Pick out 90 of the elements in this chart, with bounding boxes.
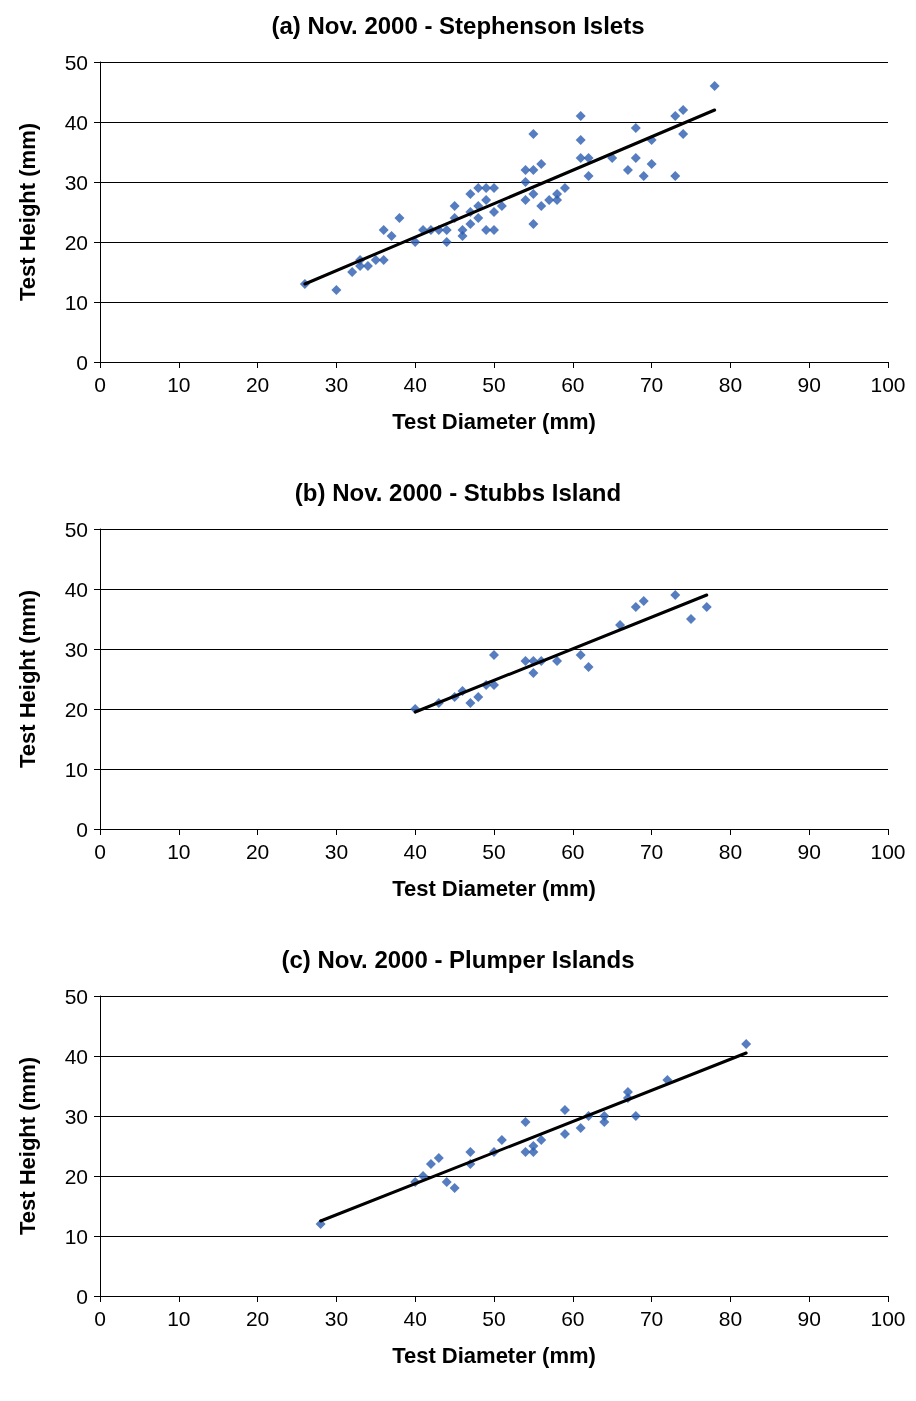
y-tick-label: 50 bbox=[64, 984, 88, 1008]
x-tick-label: 90 bbox=[797, 840, 821, 863]
y-tick-label: 20 bbox=[64, 697, 88, 721]
point bbox=[741, 1039, 752, 1049]
point bbox=[559, 1129, 570, 1139]
y-tick-label: 0 bbox=[76, 817, 88, 841]
x-tick-label: 100 bbox=[870, 1307, 906, 1330]
point bbox=[489, 650, 499, 660]
x-tick-label: 40 bbox=[403, 840, 427, 863]
point bbox=[536, 1135, 547, 1145]
point bbox=[473, 692, 484, 702]
point bbox=[528, 668, 539, 678]
x-tick-label: 90 bbox=[797, 373, 821, 396]
y-tick-label: 40 bbox=[64, 110, 88, 134]
x-tick-label: 30 bbox=[324, 840, 349, 863]
point bbox=[638, 596, 649, 606]
y-tick-label: 0 bbox=[76, 1284, 88, 1308]
point bbox=[441, 1177, 452, 1187]
x-tick-label: 90 bbox=[797, 1307, 821, 1330]
x-tick-label: 40 bbox=[403, 1307, 427, 1330]
y-tick-label: 50 bbox=[64, 517, 88, 541]
point bbox=[433, 1153, 444, 1163]
y-tick-label: 10 bbox=[64, 1224, 88, 1248]
x-tick-label: 80 bbox=[718, 840, 743, 863]
x-tick-label: 20 bbox=[245, 840, 270, 863]
point bbox=[575, 650, 586, 660]
x-tick-label: 60 bbox=[561, 840, 585, 863]
x-tick-label: 60 bbox=[561, 1307, 585, 1330]
y-tick-label: 30 bbox=[64, 1104, 88, 1128]
x-tick-label: 100 bbox=[870, 840, 906, 863]
point bbox=[575, 1123, 586, 1133]
point bbox=[425, 1159, 436, 1169]
y-tick-label: 30 bbox=[64, 637, 88, 661]
x-tick-label: 70 bbox=[639, 1307, 664, 1330]
x-tick-label: 0 bbox=[94, 373, 106, 396]
x-tick-label: 80 bbox=[718, 1307, 743, 1330]
y-tick-label: 40 bbox=[64, 577, 88, 601]
chart-title: (c) Nov. 2000 - Plumper Islands bbox=[281, 945, 635, 973]
y-tick-label: 10 bbox=[64, 757, 88, 781]
x-tick-label: 30 bbox=[324, 1307, 349, 1330]
x-tick-label: 100 bbox=[870, 373, 906, 396]
y-tick-label: 10 bbox=[64, 290, 88, 314]
x-tick-label: 20 bbox=[245, 1307, 270, 1330]
x-tick-label: 50 bbox=[482, 373, 506, 396]
point bbox=[599, 1111, 610, 1121]
point bbox=[670, 590, 681, 600]
chart-title: (b) Nov. 2000 - Stubbs Island bbox=[294, 478, 622, 506]
y-tick-label: 30 bbox=[64, 170, 88, 194]
y-tick-label: 0 bbox=[76, 350, 88, 374]
y-axis-title: Test Height (mm) bbox=[14, 589, 40, 769]
point bbox=[630, 602, 641, 612]
point bbox=[496, 1135, 507, 1145]
x-tick-label: 30 bbox=[324, 373, 349, 396]
point bbox=[528, 1147, 539, 1157]
point bbox=[520, 1147, 531, 1157]
x-tick-label: 60 bbox=[561, 373, 585, 396]
point bbox=[520, 1117, 531, 1127]
point bbox=[552, 656, 563, 666]
x-axis-title: Test Diameter (mm) bbox=[392, 875, 596, 901]
y-axis-title: Test Height (mm) bbox=[14, 122, 40, 302]
x-axis-title: Test Diameter (mm) bbox=[392, 1342, 596, 1368]
y-tick-label: 20 bbox=[64, 1164, 88, 1188]
x-tick-label: 50 bbox=[482, 1307, 506, 1330]
x-tick-label: 10 bbox=[167, 1307, 191, 1330]
point bbox=[630, 1111, 641, 1121]
y-tick-label: 20 bbox=[64, 230, 88, 254]
x-axis-title: Test Diameter (mm) bbox=[392, 408, 596, 434]
x-tick-label: 0 bbox=[94, 1307, 106, 1330]
y-tick-label: 50 bbox=[64, 50, 88, 74]
point bbox=[686, 614, 696, 624]
x-tick-label: 0 bbox=[94, 840, 106, 863]
y-tick-label: 40 bbox=[64, 1044, 88, 1068]
point bbox=[465, 698, 476, 708]
x-tick-label: 40 bbox=[403, 373, 427, 396]
x-tick-label: 70 bbox=[639, 373, 664, 396]
point bbox=[465, 1147, 476, 1157]
point bbox=[615, 620, 626, 630]
point bbox=[701, 602, 712, 612]
point bbox=[449, 1183, 460, 1193]
x-tick-label: 10 bbox=[167, 373, 191, 396]
x-tick-label: 20 bbox=[245, 373, 270, 396]
x-tick-label: 70 bbox=[639, 840, 664, 863]
x-tick-label: 10 bbox=[167, 840, 191, 863]
x-tick-label: 50 bbox=[482, 840, 506, 863]
point bbox=[583, 662, 594, 672]
x-tick-label: 80 bbox=[718, 373, 743, 396]
y-axis-title: Test Height (mm) bbox=[14, 1056, 40, 1236]
chart-title: (a) Nov. 2000 - Stephenson Islets bbox=[271, 11, 645, 39]
point bbox=[520, 656, 531, 666]
point bbox=[559, 1105, 570, 1115]
